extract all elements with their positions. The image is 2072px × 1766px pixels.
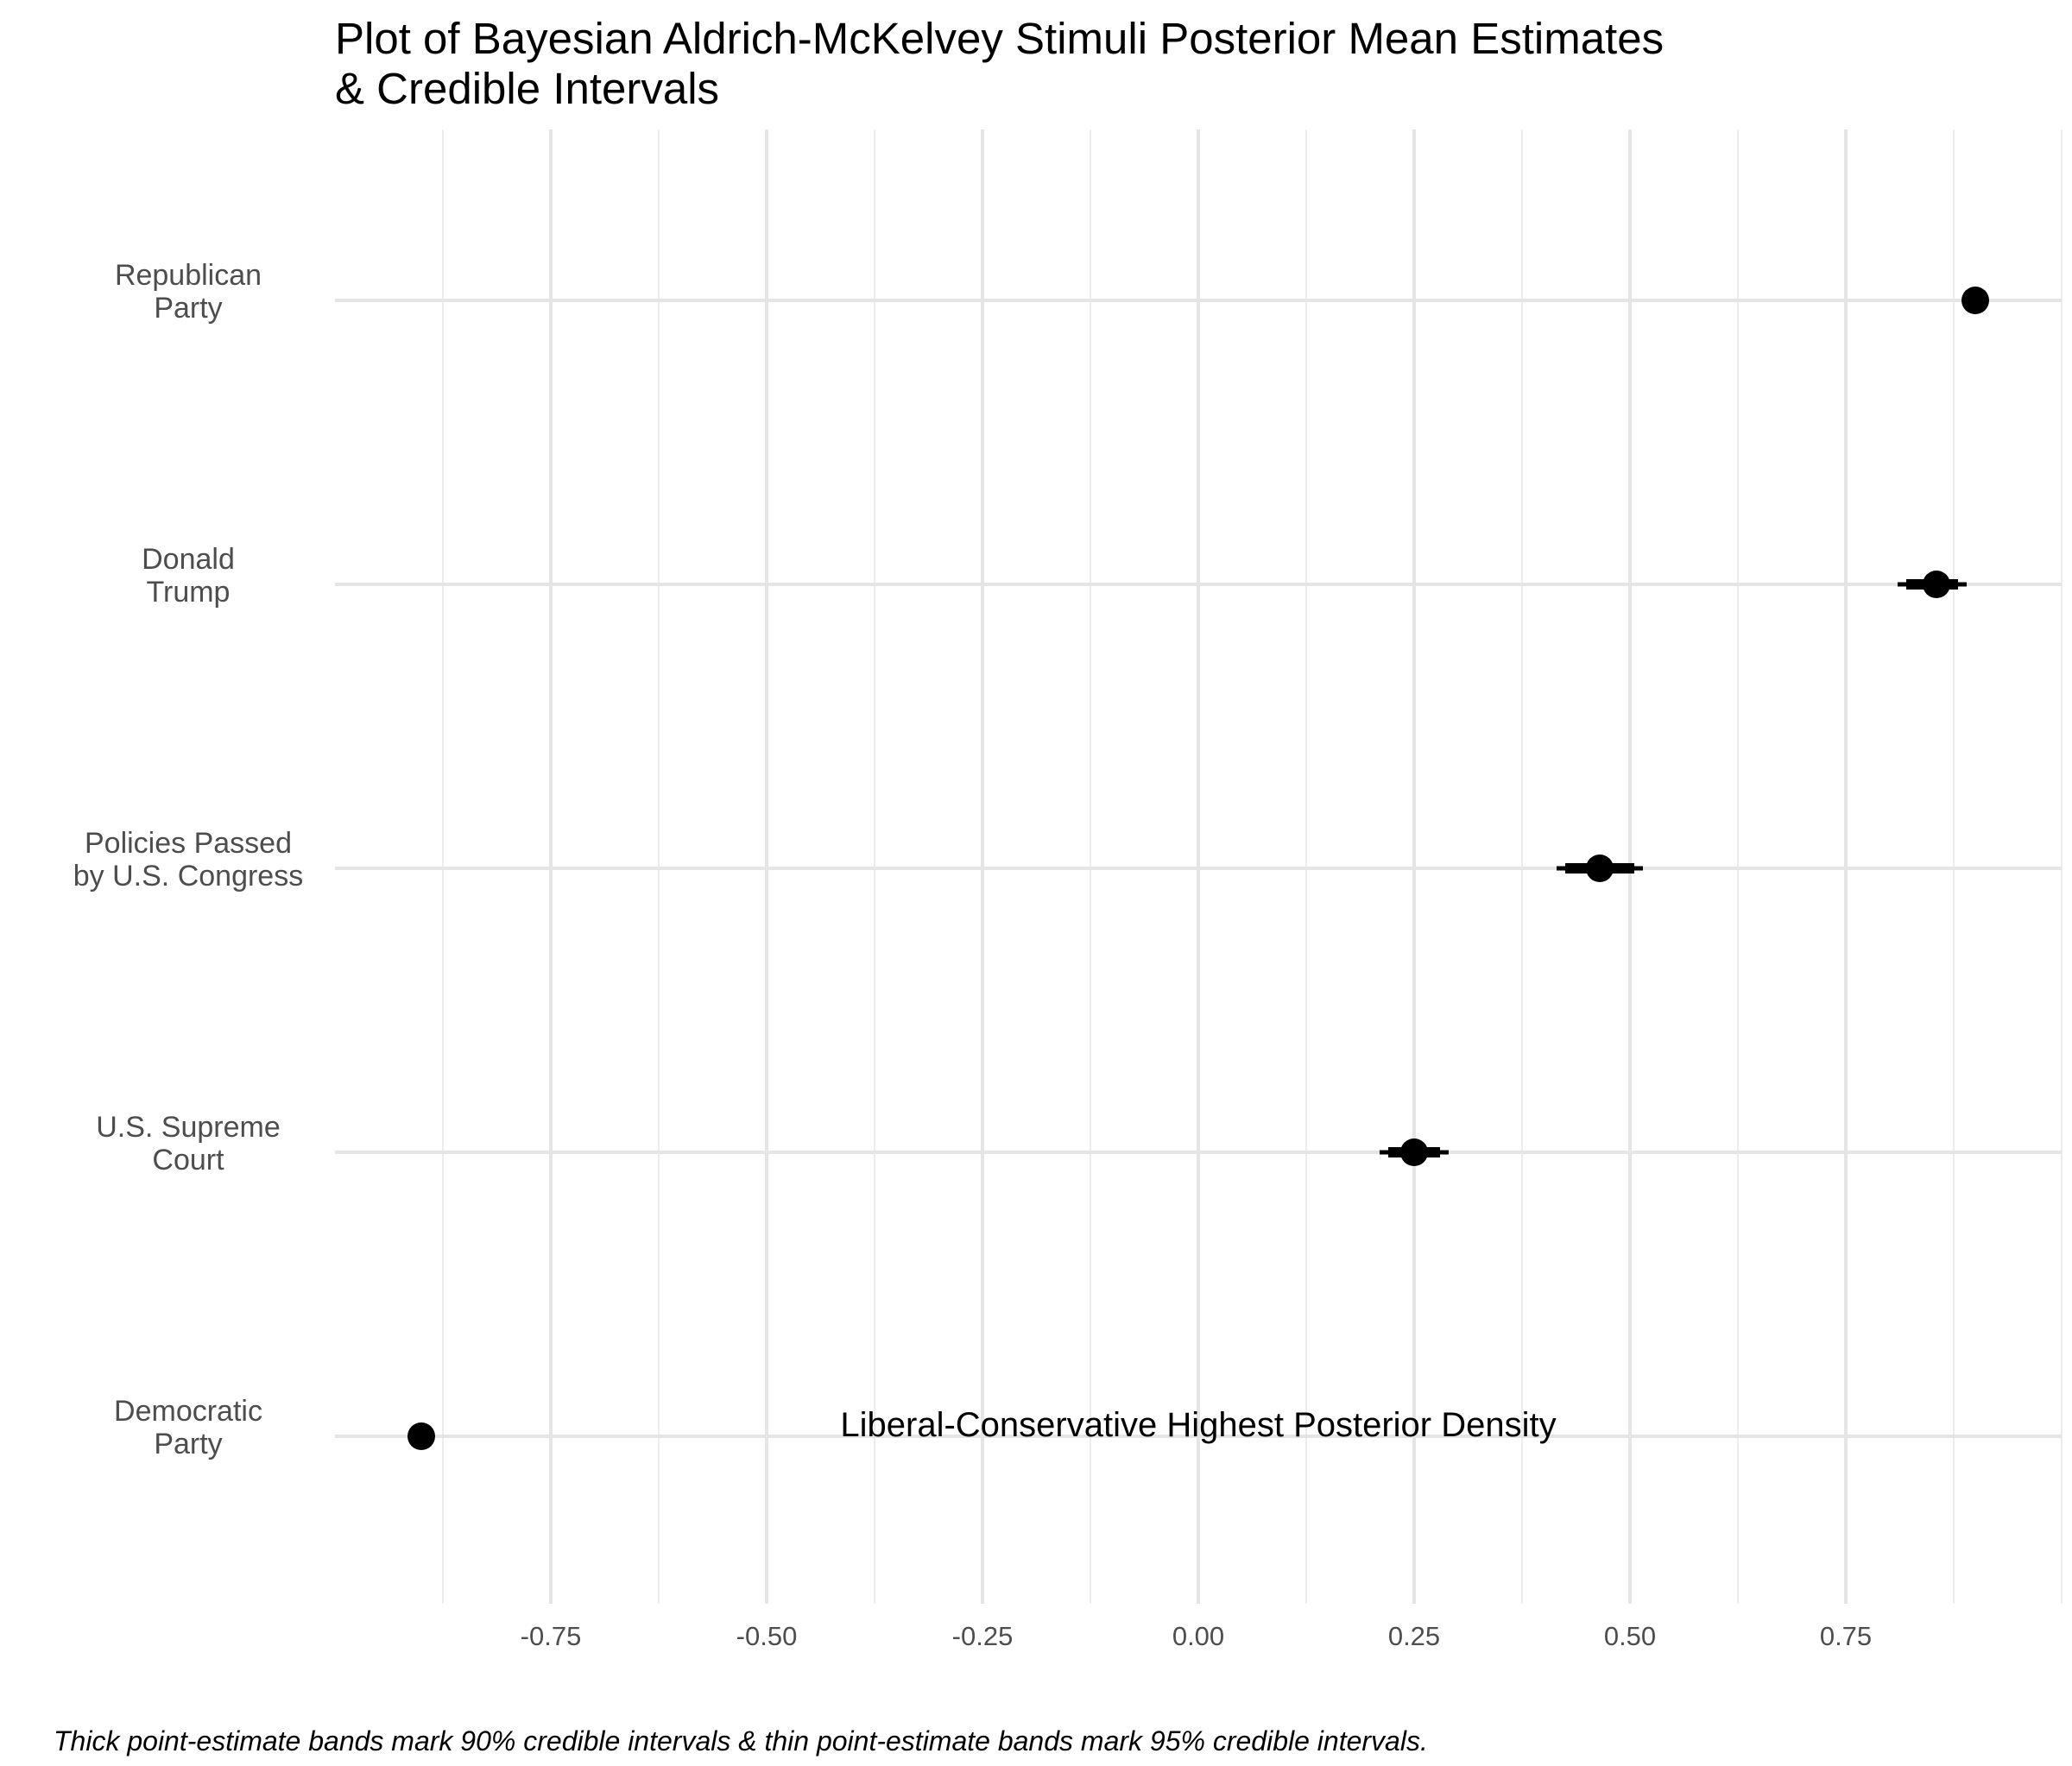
x-tick-label: 0.50 [1604,1621,1656,1651]
y-tick-label: Donald Trump [142,543,235,609]
y-tick-label: U.S. Supreme Court [96,1111,281,1176]
x-tick-label: -0.50 [736,1621,798,1651]
posterior-mean-point [1400,1138,1428,1166]
posterior-mean-point [1961,287,1989,314]
chart-title: Plot of Bayesian Aldrich-McKelvey Stimul… [335,14,1664,113]
chart-title-line: Plot of Bayesian Aldrich-McKelvey Stimul… [335,14,1664,63]
x-axis-title: Liberal-Conservative Highest Posterior D… [840,1406,1556,1444]
posterior-mean-point [1586,855,1614,882]
chart-caption: Thick point-estimate bands mark 90% cred… [54,1725,1428,1757]
x-tick-label: -0.25 [952,1621,1014,1651]
x-tick-label: 0.00 [1172,1621,1224,1651]
x-tick-label: 0.75 [1820,1621,1872,1651]
y-tick-label: Democratic Party [114,1395,262,1460]
grid [335,129,2063,1604]
y-tick-label: Republican Party [115,259,262,325]
posterior-means [407,287,1989,1450]
posterior-mean-point [407,1422,435,1450]
chart-title-line: & Credible Intervals [335,64,719,113]
x-tick-label: -0.75 [521,1621,582,1651]
x-tick-label: 0.25 [1388,1621,1440,1651]
posterior-mean-point [1923,571,1950,598]
y-tick-label: Policies Passed by U.S. Congress [73,827,303,892]
x-axis-ticks: -0.75 -0.50 -0.25 0.00 0.25 0.50 0.75 [521,1621,1873,1651]
y-axis-labels: Republican Party Donald Trump Policies Passe… [73,259,303,1460]
